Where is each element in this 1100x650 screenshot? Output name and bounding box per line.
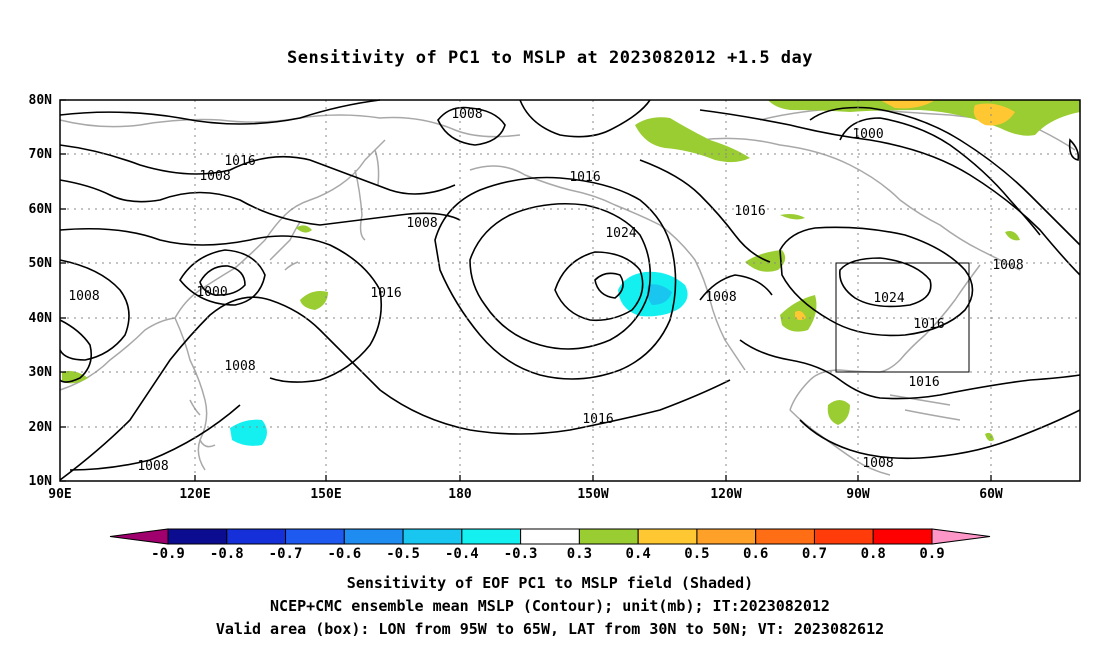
lat-label: 60N bbox=[29, 202, 53, 217]
mslp-contours bbox=[59, 99, 1081, 481]
contour-label: 1016 bbox=[908, 375, 939, 390]
positive-anomaly-west bbox=[62, 370, 88, 384]
lon-label: 120W bbox=[710, 487, 741, 502]
contour-label-group: 1008 1016 1008 1016 1008 1024 1000 1016 … bbox=[68, 107, 1023, 474]
lat-label: 80N bbox=[29, 93, 53, 108]
longitude-labels: 90E 120E 150E 180 150W 120W 90W 60W bbox=[48, 487, 1003, 502]
lat-label: 70N bbox=[29, 147, 53, 162]
positive-anomaly-arctic-warm bbox=[880, 100, 1015, 126]
caption-shading: Sensitivity of EOF PC1 to MSLP field (Sh… bbox=[346, 574, 754, 592]
map-title: Sensitivity of PC1 to MSLP at 2023082012… bbox=[286, 48, 813, 68]
contour-label: 1000 bbox=[196, 285, 227, 300]
colorbar-segment bbox=[578, 528, 639, 545]
contour-label: 1008 bbox=[224, 359, 255, 374]
colorbar-right-arrow bbox=[931, 528, 991, 545]
contour-label: 1024 bbox=[605, 226, 636, 241]
colorbar-segment bbox=[813, 528, 874, 545]
lon-label: 60W bbox=[979, 487, 1003, 502]
colorbar-segment bbox=[520, 528, 580, 545]
positive-anomaly-mexico bbox=[827, 400, 850, 425]
colorbar-segment bbox=[226, 528, 287, 545]
contour-label: 1016 bbox=[734, 204, 765, 219]
latitude-labels: 80N 70N 60N 50N 40N 30N 20N 10N bbox=[29, 93, 53, 489]
positive-anomaly-nw-pacific bbox=[300, 291, 328, 310]
coastlines bbox=[59, 107, 1076, 476]
caption-contour: NCEP+CMC ensemble mean MSLP (Contour); u… bbox=[270, 597, 830, 615]
colorbar-label: -0.8 bbox=[210, 546, 244, 562]
colorbar-segment bbox=[167, 528, 228, 545]
colorbar-label: 0.3 bbox=[567, 546, 592, 562]
colorbar-segment bbox=[343, 528, 404, 545]
contour-label: 1016 bbox=[224, 154, 255, 169]
caption-valid-area: Valid area (box): LON from 95W to 65W, L… bbox=[215, 620, 885, 638]
contour-label: 1008 bbox=[992, 258, 1023, 273]
lon-label: 90E bbox=[48, 487, 71, 502]
contour-label: 1016 bbox=[913, 317, 944, 332]
lon-label: 90W bbox=[846, 487, 870, 502]
map-frame bbox=[59, 99, 1081, 482]
negative-anomaly-philippine-sea bbox=[230, 419, 267, 446]
lat-label: 50N bbox=[29, 256, 53, 271]
lat-label: 10N bbox=[29, 474, 53, 489]
colorbar-label: 0.4 bbox=[626, 546, 651, 562]
lon-label: 180 bbox=[448, 487, 472, 502]
lon-label: 150W bbox=[577, 487, 608, 502]
negative-anomaly-pacific-core bbox=[647, 284, 672, 305]
lon-label: 150E bbox=[310, 487, 341, 502]
tick-marks bbox=[60, 99, 992, 482]
colorbar-label: -0.4 bbox=[445, 546, 479, 562]
colorbar-label: 0.8 bbox=[861, 546, 886, 562]
colorbar-segment bbox=[402, 528, 463, 545]
contour-label: 1008 bbox=[68, 289, 99, 304]
colorbar-segment bbox=[696, 528, 757, 545]
gridlines bbox=[60, 100, 1080, 481]
colorbar-segment bbox=[755, 528, 815, 545]
lat-label: 30N bbox=[29, 365, 53, 380]
colorbar-label: -0.6 bbox=[327, 546, 361, 562]
colorbar-segment bbox=[637, 528, 698, 545]
positive-anomaly-japan bbox=[296, 225, 312, 233]
colorbar-segment bbox=[872, 528, 933, 545]
positive-anomaly-alaska-yukon bbox=[635, 117, 750, 163]
colorbar-label: -0.3 bbox=[504, 546, 538, 562]
contour-label: 1008 bbox=[137, 459, 168, 474]
positive-anomaly-bc bbox=[780, 214, 805, 220]
contour-label: 1024 bbox=[873, 291, 904, 306]
colorbar-label: 0.5 bbox=[684, 546, 709, 562]
contour-label: 1016 bbox=[582, 412, 613, 427]
colorbar-label: -0.5 bbox=[386, 546, 420, 562]
colorbar-segment bbox=[461, 528, 522, 545]
contour-label: 1008 bbox=[862, 456, 893, 471]
colorbar-label: 0.7 bbox=[802, 546, 827, 562]
contour-label: 1008 bbox=[406, 216, 437, 231]
colorbar-label: 0.6 bbox=[743, 546, 768, 562]
contour-label: 1016 bbox=[569, 170, 600, 185]
positive-anomaly-nw-canada bbox=[1005, 231, 1020, 241]
colorbar-left-arrow bbox=[109, 528, 169, 545]
contour-label: 1016 bbox=[370, 286, 401, 301]
contour-label: 1008 bbox=[199, 169, 230, 184]
lon-label: 120E bbox=[179, 487, 210, 502]
sensitivity-shading bbox=[62, 100, 1080, 446]
contour-label: 1008 bbox=[451, 107, 482, 122]
colorbar-segment bbox=[285, 528, 345, 545]
contour-label: 1000 bbox=[852, 127, 883, 142]
valid-area-box bbox=[835, 262, 970, 373]
colorbar-label: -0.7 bbox=[269, 546, 303, 562]
colorbar-label: 0.9 bbox=[919, 546, 944, 562]
lat-label: 20N bbox=[29, 420, 53, 435]
colorbar-label: -0.9 bbox=[151, 546, 185, 562]
contour-label: 1008 bbox=[705, 290, 736, 305]
positive-anomaly-caribbean bbox=[985, 432, 994, 442]
colorbar: -0.9 -0.8 -0.7 -0.6 -0.5 -0.4 -0.3 0.3 0.4 0.5 0.6… bbox=[109, 528, 991, 562]
lat-label: 40N bbox=[29, 311, 53, 326]
